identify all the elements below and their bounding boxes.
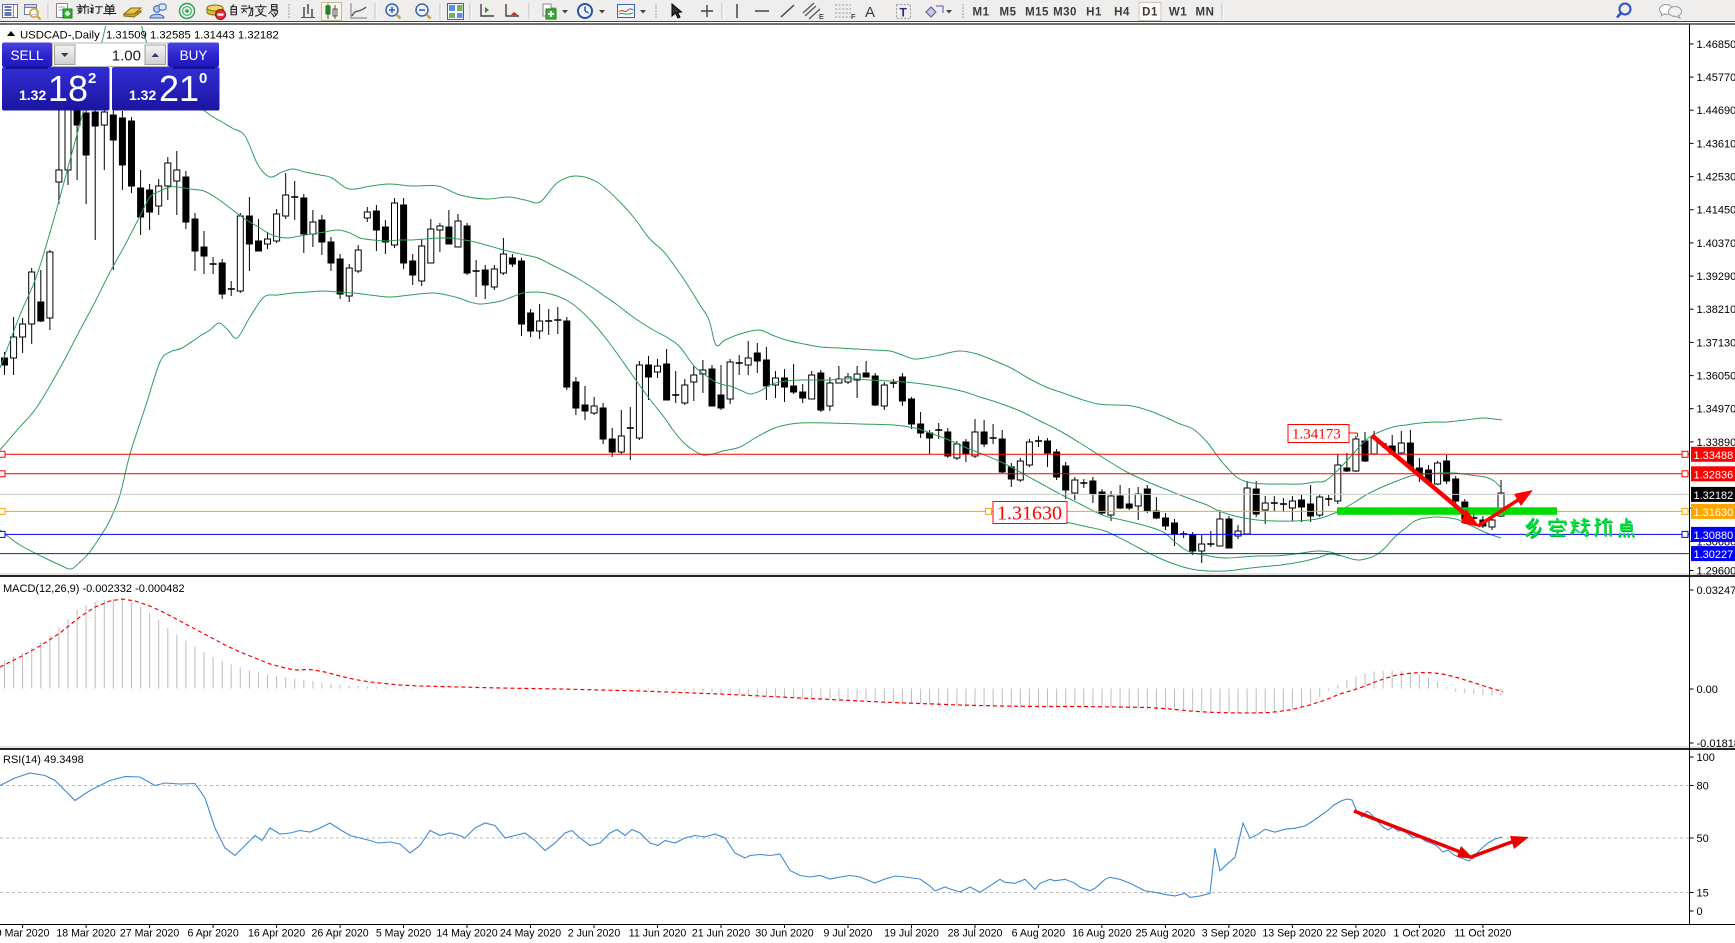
svg-text:1.36050: 1.36050 [1697,371,1735,383]
svg-text:M5: M5 [1000,7,1017,19]
svg-text:50: 50 [1697,833,1709,845]
svg-text:100: 100 [1697,752,1715,764]
svg-text:15: 15 [1697,888,1709,900]
svg-text:1.34173: 1.34173 [1292,427,1341,443]
svg-text:5 May 2020: 5 May 2020 [376,928,431,940]
svg-text:1.33488: 1.33488 [1694,450,1734,462]
svg-text:1.42530: 1.42530 [1697,172,1735,184]
svg-text:19 Jul 2020: 19 Jul 2020 [884,928,939,940]
svg-text:0.032478: 0.032478 [1697,585,1735,597]
svg-text:27 Mar 2020: 27 Mar 2020 [120,928,180,940]
svg-text:6 Apr 2020: 6 Apr 2020 [187,928,238,940]
svg-text:H1: H1 [1086,7,1102,19]
svg-text:MN: MN [1196,7,1215,19]
svg-text:1.34970: 1.34970 [1697,404,1735,416]
svg-text:21: 21 [159,68,199,109]
svg-text:RSI(14) 49.3498: RSI(14) 49.3498 [3,754,84,766]
svg-text:SELL: SELL [10,48,44,63]
svg-text:22 Sep 2020: 22 Sep 2020 [1326,928,1386,940]
svg-text:1.31630: 1.31630 [1694,507,1734,519]
svg-text:BUY: BUY [180,48,208,63]
svg-text:M30: M30 [1053,7,1077,19]
svg-text:16 Apr 2020: 16 Apr 2020 [248,928,305,940]
svg-text:2 Jun 2020: 2 Jun 2020 [568,928,621,940]
svg-text:25 Aug 2020: 25 Aug 2020 [1136,928,1196,940]
svg-text:1.32: 1.32 [129,87,156,103]
svg-text:-0.018182: -0.018182 [1697,738,1735,750]
svg-text:F: F [851,12,856,21]
svg-text:E: E [819,12,824,21]
svg-text:18: 18 [48,68,88,109]
svg-text:21 Jun 2020: 21 Jun 2020 [692,928,750,940]
svg-text:USDCAD-,Daily 1.31509 1.32585: USDCAD-,Daily 1.31509 1.32585 1.31443 1.… [20,30,279,42]
svg-text:1.44690: 1.44690 [1697,105,1735,117]
svg-text:1.41450: 1.41450 [1697,205,1735,217]
svg-text:H4: H4 [1114,7,1130,19]
svg-text:1.30227: 1.30227 [1694,549,1734,561]
svg-text:3 Sep 2020: 3 Sep 2020 [1202,928,1256,940]
svg-text:2: 2 [88,70,96,87]
svg-text:11 Oct 2020: 11 Oct 2020 [1454,928,1511,940]
svg-text:18 Mar 2020: 18 Mar 2020 [56,928,116,940]
svg-text:0.00: 0.00 [1697,684,1718,696]
svg-text:14 May 2020: 14 May 2020 [436,928,497,940]
svg-text:1.32: 1.32 [19,87,46,103]
svg-text:1.40370: 1.40370 [1697,238,1735,250]
svg-text:M1: M1 [973,7,990,19]
svg-text:1.45770: 1.45770 [1697,72,1735,84]
svg-text:1.37130: 1.37130 [1697,337,1735,349]
svg-text:A: A [865,4,875,21]
svg-text:0: 0 [199,70,207,87]
svg-text:1.32182: 1.32182 [1694,490,1734,502]
svg-text:26 Apr 2020: 26 Apr 2020 [312,928,369,940]
svg-text:0: 0 [1697,906,1703,918]
svg-text:28 Jul 2020: 28 Jul 2020 [948,928,1003,940]
svg-text:M15: M15 [1025,7,1049,19]
svg-text:16 Aug 2020: 16 Aug 2020 [1072,928,1132,940]
svg-text:13 Sep 2020: 13 Sep 2020 [1262,928,1322,940]
svg-text:11 Jun 2020: 11 Jun 2020 [629,928,687,940]
svg-text:1.31630: 1.31630 [997,503,1062,525]
svg-text:1.39290: 1.39290 [1697,271,1735,283]
svg-text:MACD(12,26,9) -0.002332 -0.000: MACD(12,26,9) -0.002332 -0.000482 [3,583,185,595]
svg-text:T: T [900,6,908,20]
svg-text:1.32836: 1.32836 [1694,469,1734,481]
svg-text:1.29600: 1.29600 [1697,566,1735,578]
svg-text:1.30880: 1.30880 [1694,530,1734,542]
svg-text:1.43610: 1.43610 [1697,138,1735,150]
svg-text:W1: W1 [1169,7,1187,19]
svg-text:30 Jun 2020: 30 Jun 2020 [755,928,813,940]
svg-text:1.00: 1.00 [112,48,141,65]
svg-text:1.46850: 1.46850 [1697,39,1735,51]
svg-text:1.38210: 1.38210 [1697,304,1735,316]
svg-text:1 Oct 2020: 1 Oct 2020 [1393,928,1445,940]
svg-text:9 Jul 2020: 9 Jul 2020 [824,928,873,940]
svg-text:1.33890: 1.33890 [1697,437,1735,449]
svg-text:80: 80 [1697,781,1709,793]
svg-text:D1: D1 [1142,7,1158,19]
svg-text:24 May 2020: 24 May 2020 [500,928,561,940]
svg-text:9 Mar 2020: 9 Mar 2020 [0,928,50,940]
svg-text:6 Aug 2020: 6 Aug 2020 [1012,928,1066,940]
